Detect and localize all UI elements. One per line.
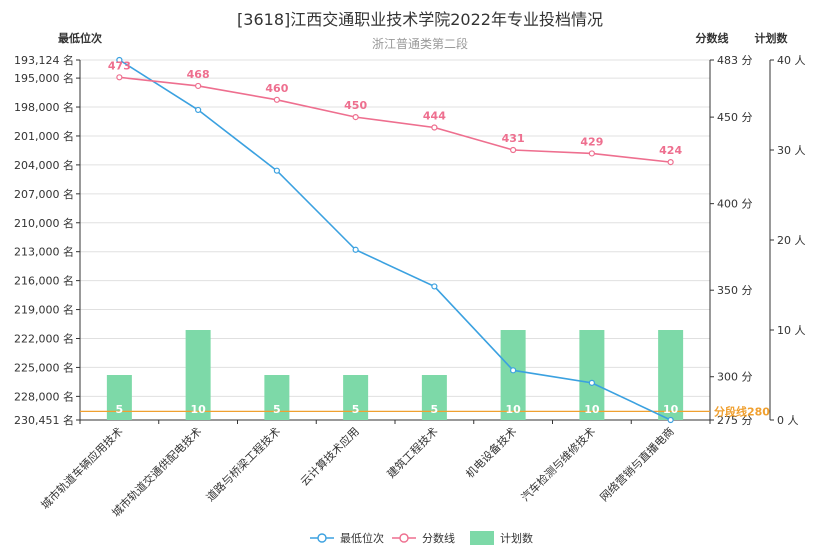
rank-tick-label: 213,000 名	[14, 245, 74, 259]
score-label: 424	[659, 144, 682, 157]
plan-tick-label: 30 人	[777, 144, 806, 157]
legend: 最低位次 分数线 计划数	[310, 531, 533, 545]
score-label: 473	[108, 59, 131, 72]
plan-bar	[106, 375, 132, 420]
score-tick-label: 483 分	[717, 54, 753, 67]
rank-point	[116, 56, 123, 64]
score-label: 450	[344, 99, 367, 112]
plan-tick-label: 0 人	[777, 414, 799, 427]
score-tick-label: 275 分	[717, 414, 753, 427]
rank-axis-name: 最低位次	[58, 31, 102, 45]
score-label: 468	[187, 68, 210, 81]
plan-bar-label: 10	[584, 403, 600, 416]
legend-item[interactable]: 分数线	[422, 531, 455, 545]
plan-bar-label: 5	[352, 403, 360, 416]
score-point	[667, 159, 674, 166]
score-tick-label: 300 分	[717, 371, 753, 384]
category-label: 机电设备技术	[463, 424, 520, 481]
axes: 193,124 名 195,000 名 198,000 名 201,000 名 204,…	[14, 53, 805, 520]
score-label: 444	[423, 110, 446, 123]
score-line	[119, 76, 671, 163]
plan-bar-label: 5	[116, 403, 124, 416]
category-label: 道路与桥梁工程技术	[203, 424, 283, 504]
rank-tick-label: 210,000 名	[14, 216, 74, 230]
grid-lines	[80, 59, 710, 421]
chart-title: [3618]江西交通职业技术学院2022年专业投档情况	[237, 10, 603, 29]
rank-tick-label: 219,000 名	[14, 303, 74, 317]
chart-subtitle: 浙江普通类第二段	[372, 36, 468, 51]
rank-tick-label: 193,124 名	[14, 53, 74, 67]
markline-label: 分段线280	[714, 404, 770, 418]
score-label: 429	[580, 135, 603, 148]
rank-point	[273, 167, 280, 174]
rank-point	[588, 379, 595, 386]
plan-bar-label: 10	[190, 403, 206, 416]
rank-point	[510, 367, 517, 374]
legend-marker	[317, 533, 327, 543]
rank-point	[352, 246, 359, 253]
plan-bar	[658, 330, 684, 420]
rank-tick-label: 207,000 名	[14, 187, 74, 201]
rank-point	[667, 416, 674, 424]
plan-bar-label: 10	[663, 403, 679, 416]
score-point	[116, 74, 123, 81]
plan-bar	[579, 330, 605, 420]
score-point	[510, 146, 517, 154]
category-label: 云计算技术应用	[297, 424, 361, 488]
plan-bar	[185, 330, 211, 420]
rank-tick-label: 216,000 名	[14, 274, 74, 288]
rank-tick-label: 195,000 名	[14, 71, 74, 85]
legend-item[interactable]: 计划数	[500, 532, 533, 545]
category-label: 城市轨道车辆应用技术	[38, 424, 126, 512]
series-lines	[116, 56, 674, 424]
plan-bar-label: 5	[431, 403, 439, 416]
legend-swatch	[470, 531, 494, 545]
score-point	[273, 96, 280, 103]
score-point	[352, 114, 359, 121]
plan-bar-label: 10	[505, 403, 521, 416]
rank-tick-label: 204,000 名	[14, 158, 74, 172]
rank-tick-label: 198,000 名	[14, 100, 74, 114]
category-label: 城市轨道交通供配电技术	[109, 424, 204, 519]
plan-bar	[343, 375, 369, 420]
score-point	[431, 124, 438, 131]
rank-tick-label: 222,000 名	[14, 331, 74, 345]
score-tick-label: 450 分	[717, 111, 753, 124]
plan-bar	[264, 375, 290, 420]
rank-tick-label: 201,000 名	[14, 129, 74, 143]
plan-bar	[500, 330, 526, 420]
score-label: 460	[265, 82, 288, 95]
score-tick-label: 350 分	[717, 284, 753, 297]
legend-item[interactable]: 最低位次	[340, 531, 384, 545]
data-labels: 5 10 5 5 5 10 10 10 473 468 460 450 444 431 429 424	[108, 59, 683, 416]
rank-line	[118, 59, 671, 421]
category-label: 网络营销与直播电商	[597, 424, 677, 504]
score-point	[195, 82, 202, 90]
rank-tick-label: 225,000 名	[14, 360, 74, 374]
plan-bar	[421, 375, 447, 420]
score-tick-label: 400 分	[717, 198, 753, 211]
plan-tick-label: 10 人	[777, 324, 806, 337]
score-axis-name: 分数线	[696, 31, 729, 45]
rank-tick-label: 228,000 名	[14, 389, 74, 403]
category-label: 建筑工程技术	[384, 424, 441, 481]
score-markline: 分段线280	[80, 404, 770, 418]
legend-marker	[399, 533, 409, 543]
plan-tick-label: 20 人	[777, 234, 806, 247]
plan-bars	[106, 330, 684, 420]
category-label: 汽车检测与维修技术	[518, 424, 598, 504]
plan-bar-label: 5	[273, 403, 281, 416]
plan-axis-name: 计划数	[755, 31, 789, 45]
rank-point	[431, 283, 438, 290]
plan-tick-label: 40 人	[777, 54, 806, 67]
score-point	[588, 150, 595, 157]
rank-point	[195, 106, 202, 114]
score-label: 431	[502, 132, 525, 145]
rank-tick-label: 230,451 名	[14, 413, 74, 427]
